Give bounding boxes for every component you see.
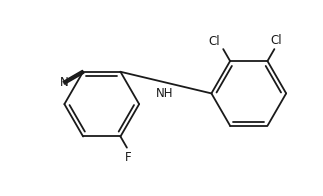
Text: F: F xyxy=(125,151,131,164)
Text: NH: NH xyxy=(156,87,173,100)
Text: Cl: Cl xyxy=(209,35,220,48)
Text: Cl: Cl xyxy=(270,34,282,47)
Text: N: N xyxy=(60,76,68,89)
